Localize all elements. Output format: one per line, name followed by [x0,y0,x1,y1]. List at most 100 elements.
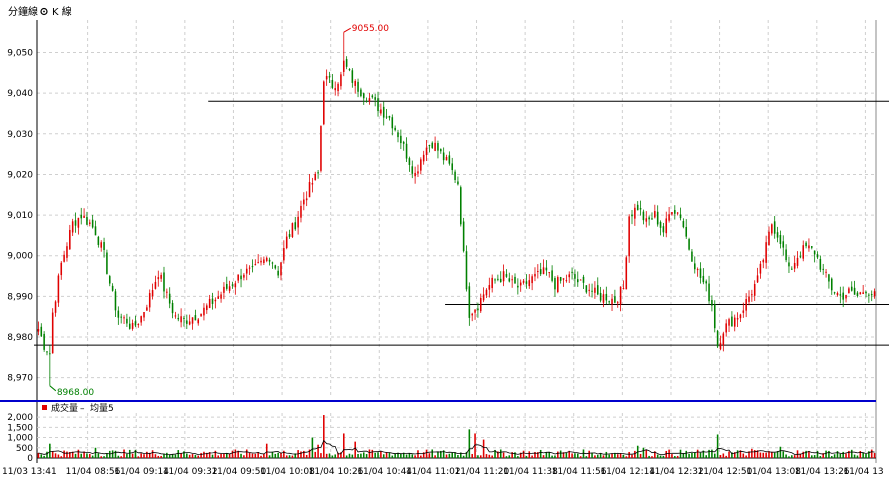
candle[interactable] [402,140,405,151]
volume-bar[interactable] [377,452,379,458]
volume-bar[interactable] [842,451,844,458]
candle[interactable] [622,280,625,290]
candle[interactable] [462,217,465,253]
candle[interactable] [474,309,476,320]
candle[interactable] [559,276,562,284]
volume-bar[interactable] [37,452,40,458]
volume-bar[interactable] [342,433,345,458]
volume-bar[interactable] [568,450,571,458]
volume-bar[interactable] [753,450,756,458]
volume-bar[interactable] [731,452,733,458]
candle[interactable] [705,279,707,292]
volume-bar[interactable] [845,453,847,458]
candle[interactable] [183,315,185,327]
volume-bar[interactable] [537,452,539,458]
volume-bar[interactable] [865,453,867,458]
volume-bar[interactable] [825,450,827,458]
candle[interactable] [648,215,650,226]
volume-bar[interactable] [151,450,154,458]
candle[interactable] [548,272,551,278]
volume-bar[interactable] [325,453,328,458]
candle[interactable] [228,280,231,294]
volume-bar[interactable] [166,452,168,458]
volume-bar[interactable] [89,453,91,458]
candle[interactable] [191,317,194,330]
candle[interactable] [434,136,436,152]
volume-bar[interactable] [596,454,599,458]
candle[interactable] [659,220,662,236]
candle[interactable] [377,91,379,117]
volume-bar[interactable] [362,452,365,458]
candle[interactable] [668,207,670,223]
candle[interactable] [248,265,251,275]
volume-bar[interactable] [762,452,765,458]
candle[interactable] [168,287,171,309]
candle[interactable] [151,283,154,300]
volume-bar[interactable] [86,453,88,458]
volume-bar[interactable] [811,455,813,458]
candle[interactable] [833,291,836,295]
candle[interactable] [454,169,456,184]
volume-bar[interactable] [722,453,725,458]
candle[interactable] [537,264,539,279]
volume-bar[interactable] [300,451,302,458]
candle[interactable] [49,345,51,386]
candle[interactable] [225,276,228,291]
candle[interactable] [148,289,151,312]
volume-bar[interactable] [702,450,705,458]
volume-bar[interactable] [499,449,502,458]
volume-bar[interactable] [694,452,696,458]
candle[interactable] [360,87,362,98]
candle[interactable] [830,277,833,295]
candle[interactable] [382,101,385,126]
candle[interactable] [576,271,579,287]
volume-bar[interactable] [228,453,231,458]
candle[interactable] [819,255,822,273]
candle[interactable] [417,164,419,177]
candle[interactable] [83,208,85,219]
volume-bar[interactable] [402,452,405,458]
volume-bar[interactable] [163,453,165,458]
volume-bar[interactable] [776,451,779,458]
candle[interactable] [51,308,54,354]
candle[interactable] [482,287,485,303]
candle[interactable] [676,212,679,216]
volume-bar[interactable] [539,449,542,458]
volume-bar[interactable] [108,450,111,458]
volume-bar[interactable] [785,454,787,458]
candle[interactable] [779,230,782,249]
candle[interactable] [805,241,807,249]
volume-bar[interactable] [186,453,188,458]
volume-bar[interactable] [588,450,590,458]
candle[interactable] [74,212,77,233]
candle[interactable] [599,286,602,303]
volume-bar[interactable] [69,451,71,458]
volume-bar[interactable] [651,456,653,458]
candle[interactable] [702,268,705,285]
volume-bar[interactable] [374,452,376,458]
volume-bar[interactable] [200,452,202,458]
candle[interactable] [645,211,648,228]
volume-bar[interactable] [739,450,742,458]
volume-bar[interactable] [94,447,97,458]
volume-bar[interactable] [440,450,442,458]
volume-bar[interactable] [631,454,633,458]
volume-bar[interactable] [157,455,160,458]
candle[interactable] [405,137,408,162]
candle[interactable] [305,191,308,207]
candle[interactable] [171,300,174,319]
candle[interactable] [531,274,533,291]
volume-bar[interactable] [268,455,271,458]
volume-bar[interactable] [320,453,322,458]
candle[interactable] [836,291,839,297]
candle[interactable] [388,115,391,121]
volume-bar[interactable] [177,450,180,458]
volume-bar[interactable] [417,450,419,458]
volume-bar[interactable] [850,449,853,458]
volume-bar[interactable] [665,450,668,458]
candle[interactable] [711,295,713,312]
volume-bar[interactable] [208,452,211,458]
volume-bar[interactable] [602,455,605,458]
volume-bar[interactable] [54,453,57,458]
volume-bar[interactable] [816,450,819,458]
